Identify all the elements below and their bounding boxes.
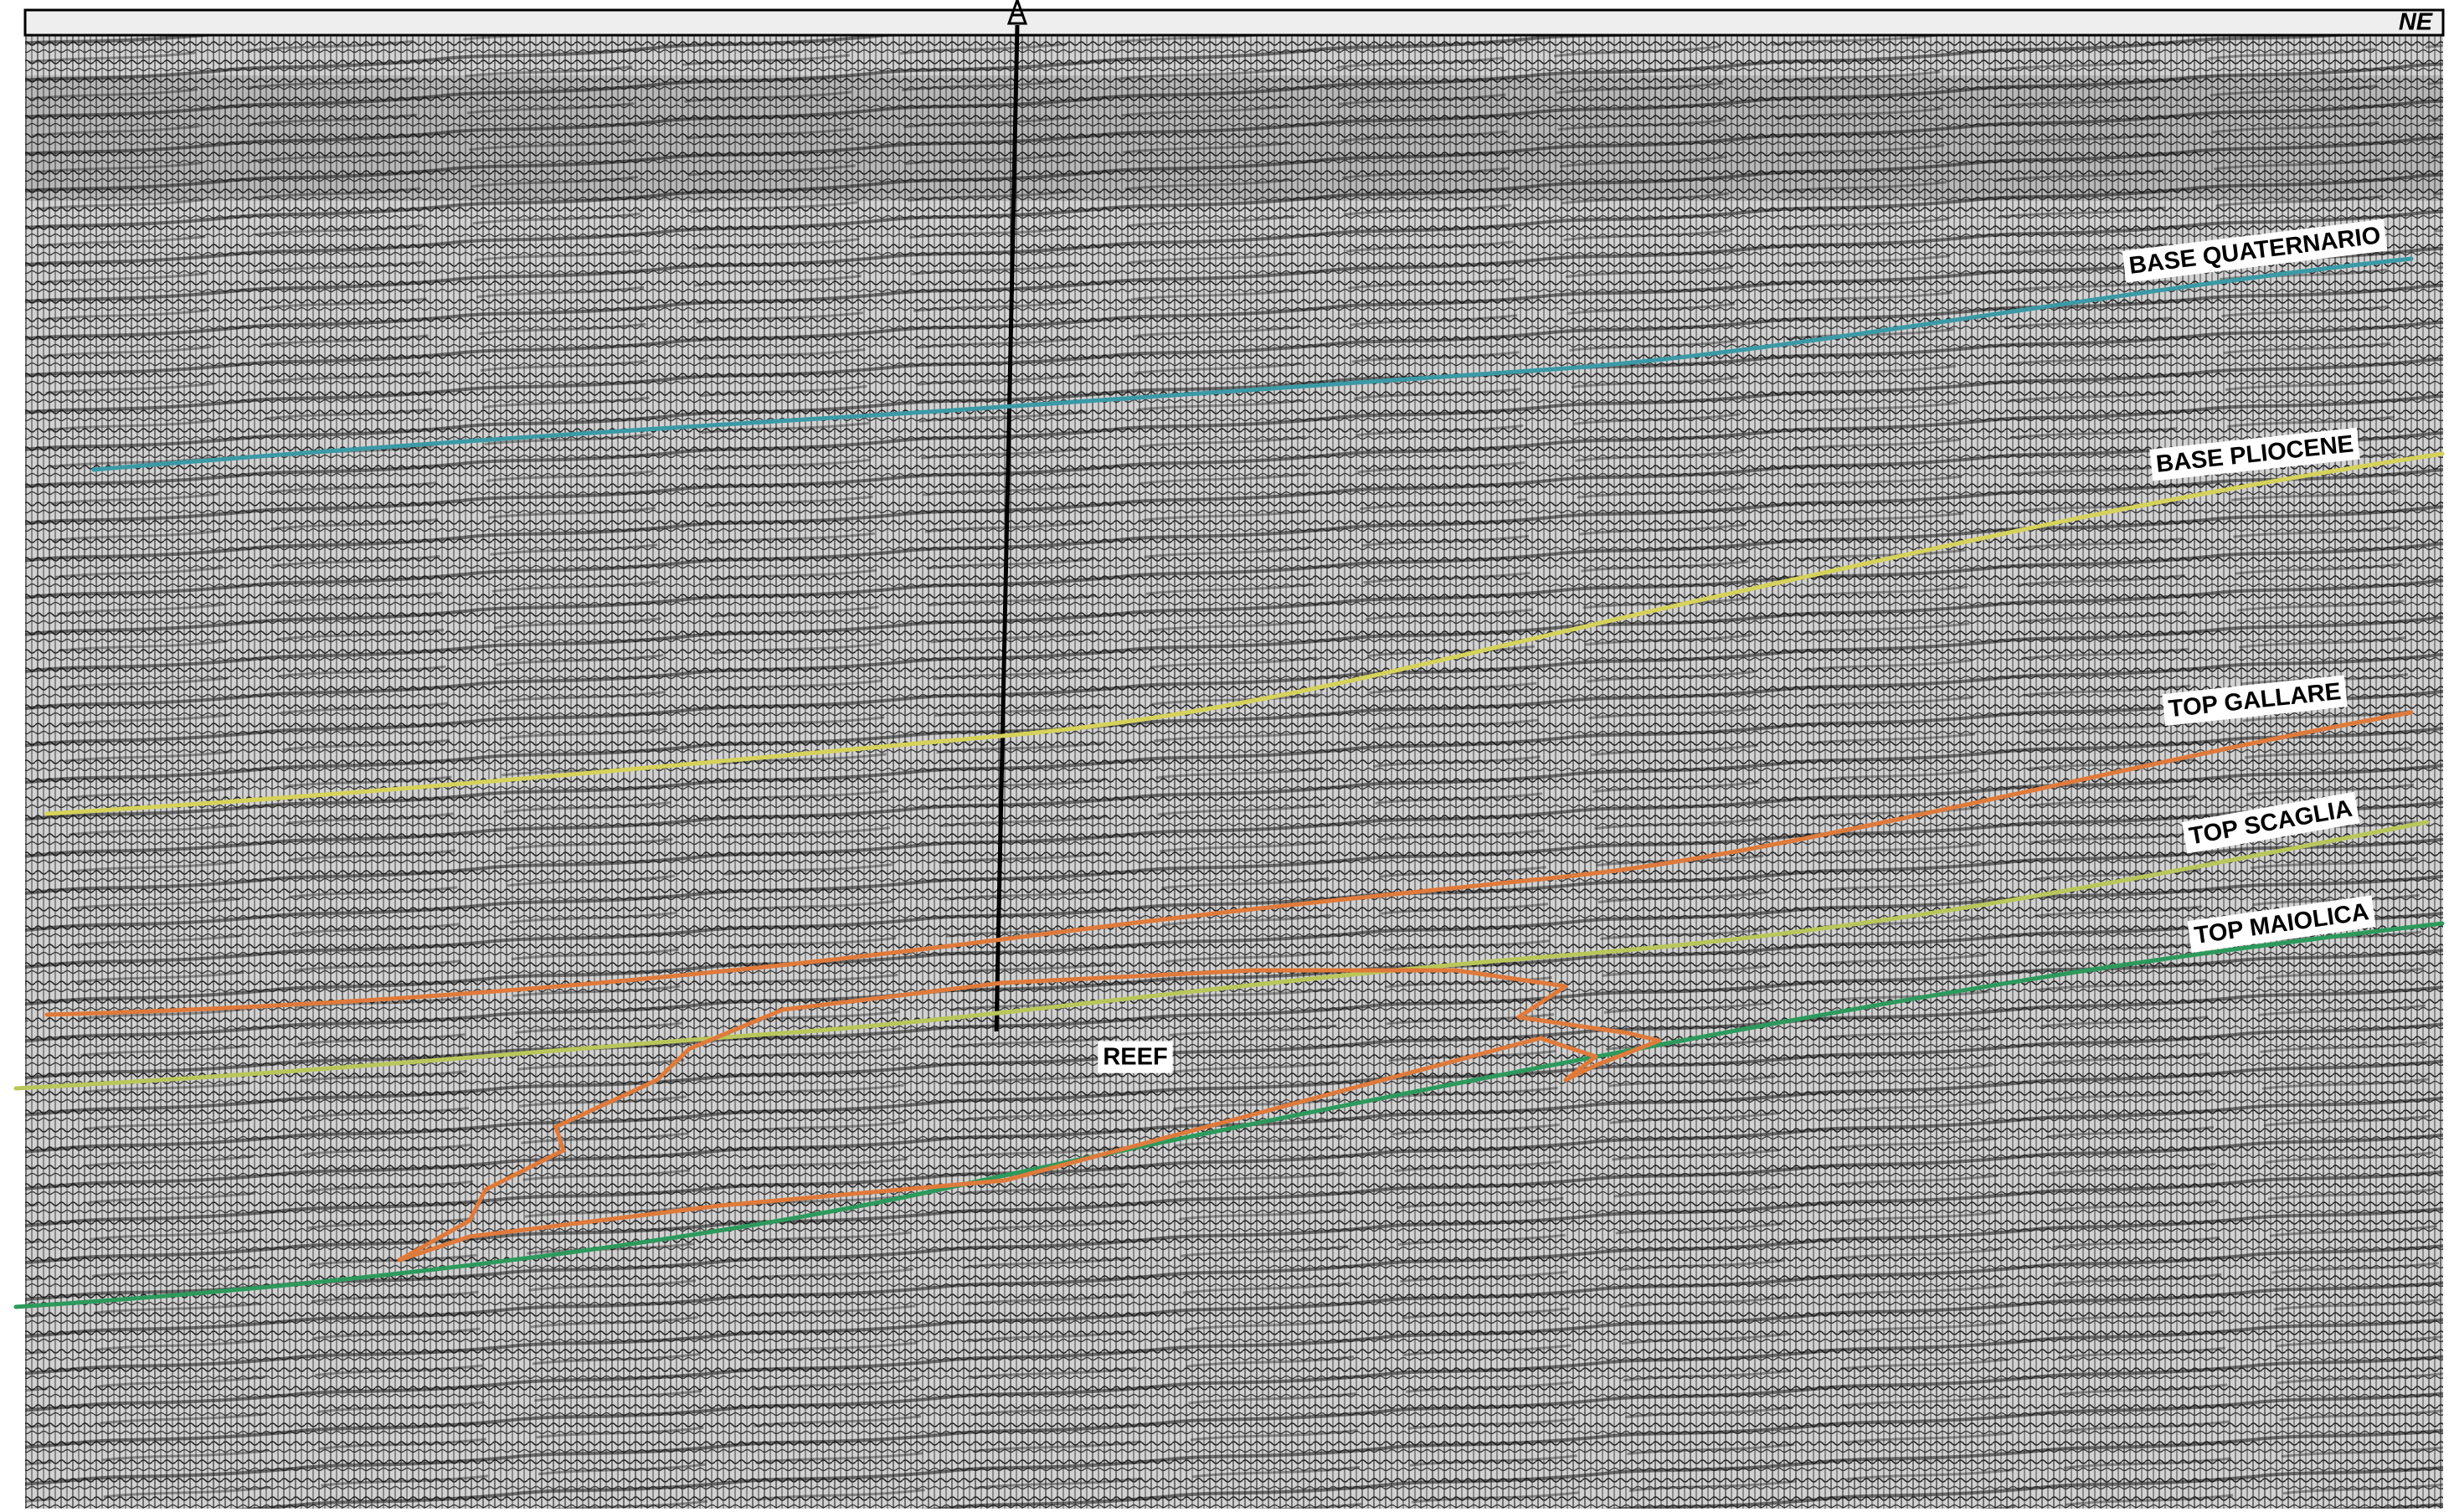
feature-label: REEF: [1098, 1041, 1173, 1073]
label-text: REEF: [1103, 1044, 1167, 1071]
top-frame: [23, 8, 2445, 37]
derrick-icon: [1006, 0, 1028, 25]
label-box: [2149, 427, 2360, 481]
horizon-line: [13, 921, 2445, 1309]
label-box: [1098, 1041, 1173, 1073]
shallow-noise: [25, 75, 2443, 201]
label-box: [2122, 219, 2388, 283]
label-box: [2187, 895, 2376, 953]
horizon-line: [91, 256, 2414, 472]
reflectors: [25, 10, 2443, 1509]
horizon-line: [44, 451, 2445, 816]
label-box: [2162, 675, 2348, 726]
horizon-line: [44, 710, 2414, 1017]
horizon-line: [13, 820, 2430, 1091]
well-path: [994, 24, 1020, 1032]
orientation-label: NE: [2399, 9, 2434, 36]
label-box: [2181, 791, 2360, 854]
reef-outline: [397, 968, 1662, 1263]
